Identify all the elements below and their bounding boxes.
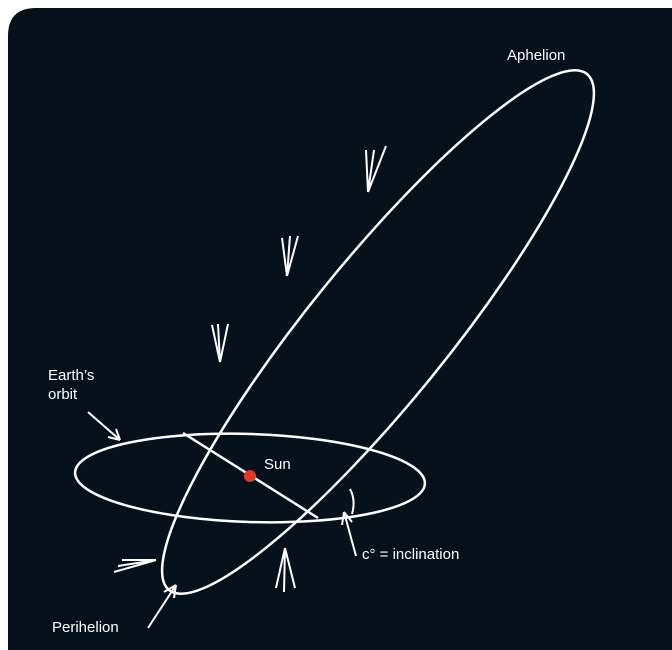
label-perihelion: Perihelion — [52, 619, 119, 636]
sun — [244, 470, 256, 482]
inclination-arc — [349, 488, 355, 515]
background — [8, 8, 672, 650]
label-aphelion: Aphelion — [507, 47, 565, 64]
label-sun: Sun — [264, 456, 291, 473]
pointer-arrows — [87, 411, 357, 629]
earth-orbit — [73, 432, 427, 524]
label-earth-orbit: Earth’s — [48, 367, 94, 384]
direction-arrows — [113, 145, 387, 593]
label-earth-orbit: orbit — [48, 386, 78, 403]
label-inclination: c° = inclination — [362, 546, 459, 563]
